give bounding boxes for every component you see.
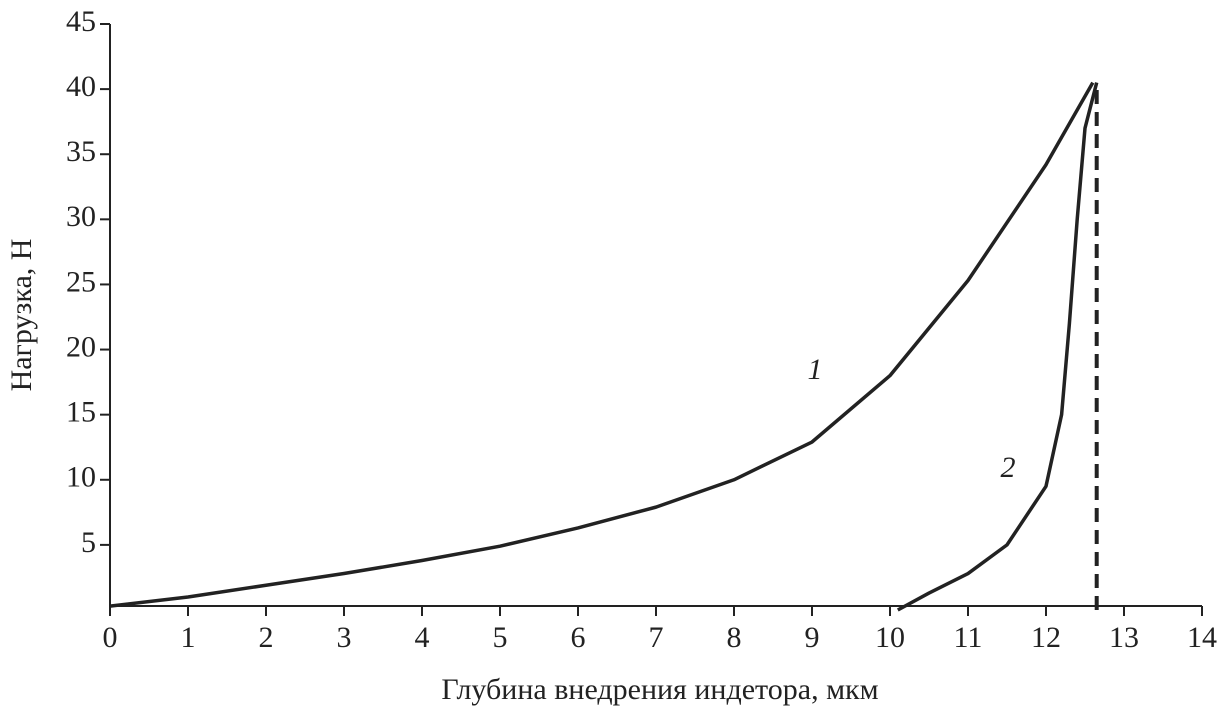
y-tick-label: 20: [66, 330, 96, 363]
x-tick-label: 5: [493, 621, 508, 654]
curve-label: 1: [808, 353, 823, 386]
x-tick-label: 0: [103, 621, 118, 654]
x-tick-label: 4: [415, 621, 430, 654]
x-tick-label: 11: [954, 621, 983, 654]
y-tick-label: 30: [66, 200, 96, 233]
x-tick-label: 8: [727, 621, 742, 654]
curve-label: 2: [1001, 451, 1016, 484]
y-tick-label: 40: [66, 70, 96, 103]
line: [109, 81, 1095, 608]
x-tick-label: 1: [181, 621, 196, 654]
y-tick-label: 25: [66, 265, 96, 298]
y-axis-label: Нагрузка, Н: [5, 239, 38, 392]
x-tick-label: 9: [805, 621, 820, 654]
y-tick-label: 10: [66, 461, 96, 494]
x-tick-label: 2: [259, 621, 274, 654]
x-tick-label: 10: [875, 621, 905, 654]
y-tick-label: 35: [66, 135, 96, 168]
x-tick-label: 6: [571, 621, 586, 654]
x-tick-label: 7: [649, 621, 664, 654]
y-tick-label: 15: [66, 396, 96, 429]
x-tick-label: 13: [1109, 621, 1139, 654]
y-tick-label: 5: [81, 526, 96, 559]
x-tick-label: 14: [1187, 621, 1217, 654]
line: [896, 82, 1099, 612]
y-tick-label: 45: [66, 5, 96, 38]
x-tick-label: 3: [337, 621, 352, 654]
x-axis-label: Глубина внедрения индетора, мкм: [441, 673, 878, 706]
x-tick-label: 12: [1031, 621, 1061, 654]
